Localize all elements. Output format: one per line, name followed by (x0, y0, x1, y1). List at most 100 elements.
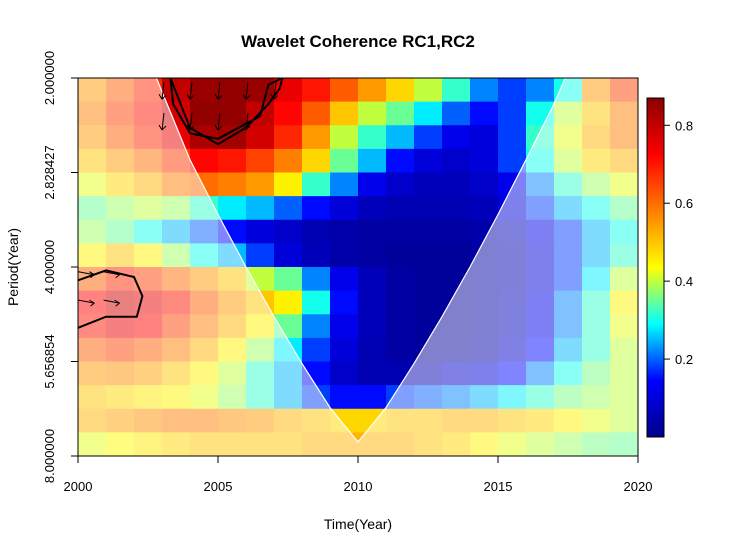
heatmap-cell (386, 314, 415, 339)
heatmap-cell (442, 172, 471, 197)
heatmap-cell (246, 243, 275, 268)
x-tick-label: 2005 (204, 479, 233, 494)
colorbar-tick-label: 0.2 (675, 352, 693, 367)
heatmap-cell (414, 267, 443, 292)
heatmap-cell (274, 267, 303, 292)
heatmap-cell (246, 196, 275, 221)
heatmap-cell (358, 243, 387, 268)
colorbar-tick-label: 0.8 (675, 118, 693, 133)
phase-arrow (186, 82, 195, 100)
heatmap-cell (386, 78, 415, 103)
heatmap-cell (330, 78, 359, 103)
heatmap-cell (498, 125, 527, 150)
heatmap-cell (330, 172, 359, 197)
heatmap-cell (330, 125, 359, 150)
heatmap-cell (358, 196, 387, 221)
significance-contour (78, 269, 144, 329)
heatmap-cell (330, 385, 359, 410)
heatmap-cell (498, 101, 527, 126)
y-tick-label: 2.828427 (42, 145, 57, 199)
heatmap-cell (414, 101, 443, 126)
heatmap-cell (442, 125, 471, 150)
colorbar: 0.2 0.4 0.6 0.8 (646, 97, 693, 438)
heatmap-cell (162, 78, 191, 103)
heatmap-cell (358, 148, 387, 174)
coi-shade (78, 78, 638, 456)
heatmap-cell (358, 267, 387, 292)
y-tick-label: 2.000000 (42, 51, 57, 105)
heatmap-cell (274, 172, 303, 197)
heatmap-cell (358, 385, 387, 410)
heatmap-cell (386, 267, 415, 292)
heatmap-cell (358, 290, 387, 315)
heatmap-cell (302, 219, 331, 244)
heatmap-cell (414, 219, 443, 244)
heatmap-cell (218, 148, 247, 174)
chart-title: Wavelet Coherence RC1,RC2 (241, 32, 475, 51)
y-tick-label: 4.000000 (42, 240, 57, 294)
heatmap-cell (414, 148, 443, 174)
heatmap-cell (386, 172, 415, 197)
significance-contour (169, 78, 284, 146)
heatmap-cell (442, 78, 471, 103)
heatmap-cell (386, 101, 415, 126)
heatmap-cell (246, 172, 275, 197)
heatmap-cell (386, 148, 415, 174)
heatmap-cell (330, 148, 359, 174)
heatmap-cell (498, 78, 527, 103)
heatmap-cell (414, 196, 443, 221)
phase-arrow (214, 112, 223, 131)
heatmap-cell (358, 219, 387, 244)
heatmap-cell (358, 78, 387, 103)
heatmap-cell (246, 78, 275, 103)
heatmap-cell (190, 78, 219, 103)
x-tick-label: 2020 (624, 479, 653, 494)
phase-arrow (78, 299, 95, 307)
heatmap-cell (330, 290, 359, 315)
y-axis-label: Period(Year) (5, 228, 21, 306)
heatmap-cell (386, 219, 415, 244)
heatmap-cell (526, 78, 555, 103)
heatmap-cell (302, 101, 331, 126)
heatmap-cell (386, 337, 415, 363)
heatmap-cell (386, 196, 415, 221)
heatmap-cell (190, 101, 219, 126)
phase-arrow (214, 82, 223, 100)
heatmap-cell (218, 172, 247, 197)
coi-line (155, 78, 566, 443)
heatmap-cell (246, 148, 275, 174)
heatmap-cell (274, 243, 303, 268)
heatmap-cell (470, 196, 499, 221)
heatmap-cell (414, 172, 443, 197)
heatmap-cell (302, 267, 331, 292)
heatmap-cell (302, 337, 331, 363)
heatmap-cell (274, 101, 303, 126)
heatmap-cell (274, 148, 303, 174)
heatmap-cell (442, 243, 471, 268)
phase-arrow (103, 271, 120, 279)
heatmap-cell (414, 290, 443, 315)
heatmap-cell (470, 101, 499, 126)
heatmap-cell (330, 196, 359, 221)
y-axis: 2.000000 2.828427 4.000000 5.656854 8.000000 (42, 51, 79, 483)
heatmap-cell (302, 148, 331, 174)
heatmap-cell (274, 290, 303, 315)
heatmap-cell (358, 101, 387, 126)
heatmap-cell (302, 290, 331, 315)
heatmap-cell (246, 125, 275, 150)
heatmap-cell (358, 172, 387, 197)
cone-of-influence (78, 78, 638, 456)
heatmap-cell (302, 243, 331, 268)
phase-arrow (186, 112, 195, 131)
heatmap-cell (302, 172, 331, 197)
heatmap-cell (330, 267, 359, 292)
heatmap-cell (358, 337, 387, 363)
heatmap-cell (358, 125, 387, 150)
heatmap-cell (386, 243, 415, 268)
heatmap-cell (246, 219, 275, 244)
heatmap-cell (414, 125, 443, 150)
phase-arrow (78, 271, 95, 279)
x-tick-label: 2015 (484, 479, 513, 494)
heatmap-cell (442, 101, 471, 126)
